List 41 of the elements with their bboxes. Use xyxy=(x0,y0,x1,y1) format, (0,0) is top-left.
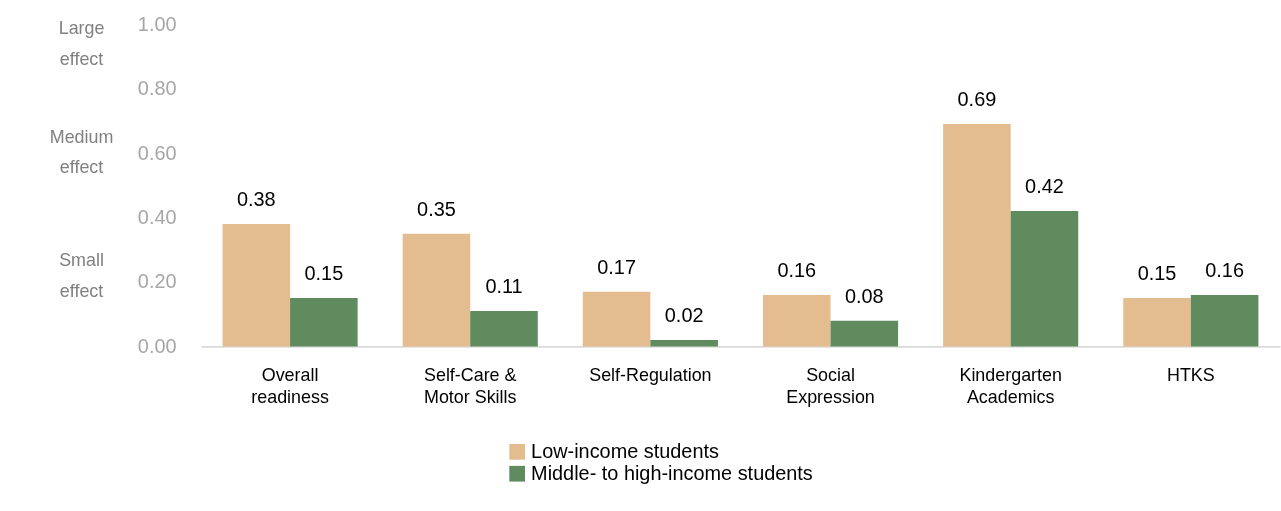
bar xyxy=(762,294,831,347)
x-tick-label: Self-Regulation xyxy=(589,364,712,385)
y-tick-label: 0.20 xyxy=(137,270,177,293)
y-tick-label: 0.80 xyxy=(137,77,177,100)
data-label: 0.16 xyxy=(1205,258,1244,281)
text: Large effect xyxy=(58,18,105,69)
y-tick-label: 0.40 xyxy=(137,206,177,229)
bar xyxy=(1190,294,1259,347)
bar xyxy=(830,320,899,347)
data-label: 0.02 xyxy=(664,304,704,327)
legend-label: Low-income students xyxy=(531,439,719,462)
data-label: 0.15 xyxy=(304,262,344,285)
bar xyxy=(290,298,358,347)
data-label: 0.17 xyxy=(597,255,636,278)
x-tick-label: Overall readiness xyxy=(251,364,329,407)
bar xyxy=(943,124,1011,347)
text: Small effect xyxy=(59,249,104,301)
x-tick-label: Self-Care & Motor Skills xyxy=(423,364,517,407)
data-label: 0.69 xyxy=(957,88,997,111)
legend-label: Middle- to high-income students xyxy=(531,461,813,484)
bar xyxy=(1123,298,1191,347)
data-label: 0.16 xyxy=(777,258,817,281)
text: Medium effect xyxy=(49,126,114,178)
data-label: 0.35 xyxy=(417,197,456,220)
data-label: 0.08 xyxy=(844,284,884,307)
data-label: 0.15 xyxy=(1137,262,1177,285)
y-tick-label: 0.00 xyxy=(137,334,177,357)
bar xyxy=(582,291,651,347)
bar xyxy=(650,339,718,347)
x-tick-label: HTKS xyxy=(1166,364,1215,385)
data-label: 0.11 xyxy=(485,275,523,298)
x-tick-label: Kindergarten Academics xyxy=(959,364,1062,407)
x-tick-label: Social Expression xyxy=(786,364,875,407)
bar xyxy=(470,310,538,347)
bar xyxy=(222,223,291,347)
bar xyxy=(402,233,471,347)
y-tick-label: 0.60 xyxy=(137,141,177,164)
data-label: 0.38 xyxy=(236,188,276,211)
data-label: 0.42 xyxy=(1025,175,1064,198)
bar xyxy=(1010,211,1079,347)
y-tick-label: 1.00 xyxy=(137,12,177,35)
